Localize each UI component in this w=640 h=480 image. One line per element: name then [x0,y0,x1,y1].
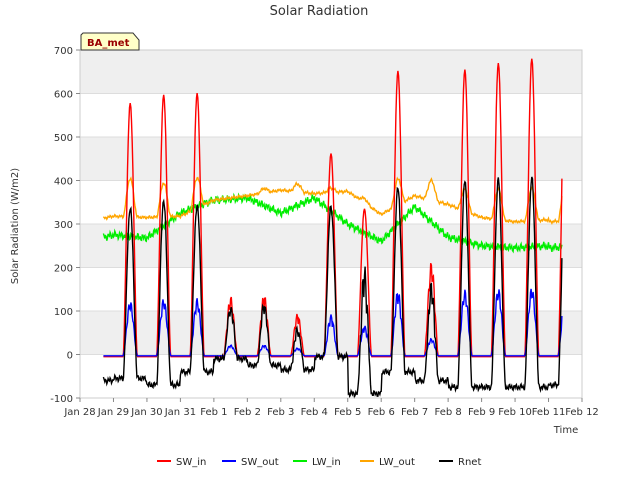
y-tick-label: 200 [54,264,73,275]
x-tick-label: Feb 6 [368,407,395,418]
x-tick-label: Feb 8 [435,407,462,418]
x-tick-label: Jan 28 [63,407,95,418]
y-tick-label: 400 [54,177,73,188]
chart-title: Solar Radiation [270,4,369,19]
plot-band [80,137,582,181]
legend-label: Rnet [458,457,481,468]
y-tick-label: 600 [54,90,73,101]
x-tick-label: Feb 10 [498,407,532,418]
station-badge: BA_met [80,32,140,51]
x-tick-label: Feb 1 [200,407,227,418]
x-axis-ticks: Jan 28 Jan 29 Jan 30 Jan 31 Feb 1 Feb 2 Feb 3 F… [63,398,599,418]
y-axis-label: Solar Radiation (W/m2) [10,168,21,284]
x-tick-label: Feb 9 [468,407,495,418]
legend: SW_in SW_out LW_in LW_out Rnet [157,457,481,468]
x-tick-label: Jan 30 [130,407,162,418]
x-tick-label: Feb 4 [301,407,328,418]
gridlines [80,49,582,399]
x-tick-label: Feb 7 [401,407,428,418]
y-tick-label: 100 [54,307,73,318]
station-badge-box [80,32,140,51]
x-tick-label: Feb 2 [234,407,261,418]
legend-label: LW_in [312,457,341,468]
plot-background-bands [80,50,582,355]
x-tick-label: Feb 3 [267,407,294,418]
x-tick-label: Jan 31 [164,407,196,418]
y-tick-label: 300 [54,220,73,231]
legend-label: LW_out [379,457,415,468]
x-tick-label: Feb 11 [532,407,566,418]
station-badge-label: BA_met [87,38,130,49]
series-line-rnet [102,176,563,400]
series-line-sw-in [103,58,563,358]
y-tick-label: 500 [54,133,73,144]
legend-label: SW_out [241,457,279,468]
series-lines [102,58,563,400]
x-axis-label: Time [553,425,578,436]
x-tick-label: Feb 12 [565,407,599,418]
x-tick-label: Jan 29 [97,407,129,418]
y-tick-label: -100 [50,394,73,405]
series-line-sw-out [103,288,563,357]
x-tick-label: Feb 5 [334,407,361,418]
y-tick-label: 700 [54,46,73,57]
legend-label: SW_in [176,457,206,468]
plot-band [80,50,582,94]
y-tick-label: 0 [67,351,73,362]
y-axis-ticks: -100 0 100 200 300 400 500 600 700 [50,46,80,405]
